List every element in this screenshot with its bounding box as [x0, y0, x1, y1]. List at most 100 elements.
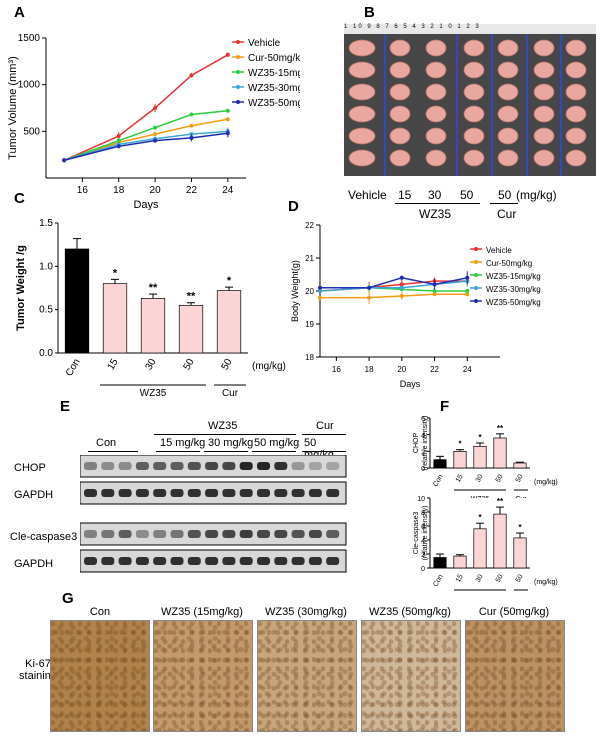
blot-band: [187, 489, 201, 497]
significance-label: *: [227, 275, 232, 287]
chart-a-tumor-volume: 16 18 20 22 24 500 1000 1500 Days Tumor Volume (m…: [7, 33, 300, 210]
blot-band: [153, 462, 167, 470]
blot-band: [291, 530, 305, 538]
y-tick-label: 6: [421, 524, 425, 531]
legend-label: WZ35-30mg/kg: [248, 83, 300, 94]
tumor-sample: [425, 39, 447, 57]
y-axis-label: (relative intensity): [422, 416, 429, 471]
blot-band: [222, 557, 236, 565]
blot-band: [326, 530, 340, 538]
y-tick-label: 0: [421, 566, 425, 573]
tumor-sample: [463, 127, 485, 145]
x-tick-label: 24: [463, 365, 472, 374]
e-dose-1: 15 mg/kg: [160, 437, 206, 449]
tumor-photo: 1 10 9 8 7 6 5 4 3 2 1 0 1 2 3: [344, 24, 596, 176]
data-point: [153, 132, 158, 137]
blot-band: [153, 530, 167, 538]
ki67-image-con: [50, 620, 150, 732]
b-label-15: 15: [398, 188, 412, 202]
divider-line: [491, 34, 493, 176]
legend-label: Cur-50mg/kg: [248, 53, 300, 64]
group-label: WZ35: [471, 496, 490, 498]
chart-f-chop: 0 2 4 6 Con * 15 * 30 ** 50 50 (mg/kg) WZ35 Cur CHOP(re…: [413, 416, 558, 498]
panel-label-a: A: [14, 4, 25, 21]
blot-band: [274, 557, 288, 565]
bar: [513, 462, 527, 469]
y-tick-label: 1500: [18, 33, 41, 44]
blot-band: [135, 530, 149, 538]
legend-label: WZ35-15mg/kg: [248, 68, 300, 79]
blot-label-gapdh: GAPDH: [14, 558, 54, 570]
y-tick-label: 2: [421, 552, 425, 559]
x-tick-label: 50: [515, 573, 525, 583]
y-tick-label: 4: [421, 433, 425, 440]
y-tick-label: 500: [23, 126, 40, 137]
blot-band: [187, 530, 201, 538]
tumor-sample: [463, 83, 485, 101]
wz35-bracket: [395, 203, 480, 204]
tumor-sample: [425, 149, 447, 167]
b-label-cur50: 50: [498, 188, 512, 202]
data-point: [399, 293, 404, 298]
blot-band: [135, 462, 149, 470]
x-tick-label: 16: [77, 185, 89, 196]
significance-label: *: [113, 267, 118, 279]
dose-bracket: [302, 451, 346, 452]
b-label-30: 30: [428, 188, 442, 202]
b-label-wz35: WZ35: [419, 207, 452, 221]
blot-band: [291, 462, 305, 470]
blot-band: [257, 557, 270, 565]
data-point: [236, 85, 240, 89]
y-tick-label: 0.5: [39, 305, 53, 316]
tumor-sample: [348, 61, 376, 79]
blot-band: [222, 530, 236, 538]
significance-label: *: [458, 440, 462, 449]
dose-bracket: [156, 451, 200, 452]
blot-band: [239, 489, 253, 497]
tumor-sample: [533, 61, 555, 79]
blot-band: [84, 557, 97, 565]
tumor-sample: [389, 149, 411, 167]
blot-band: [308, 530, 322, 538]
y-tick-label: 10: [417, 496, 425, 503]
blot-band: [239, 530, 253, 538]
chart-d-body-weight: 16 18 20 22 24 18 19 20 21 22 Days Body Weight(g) Ve…: [290, 221, 541, 389]
g-caption-wz35-50: WZ35 (50mg/kg): [369, 606, 451, 618]
y-axis-label: Body Weight(g): [290, 260, 300, 322]
y-tick-label: 0.0: [39, 348, 53, 359]
tumor-sample: [425, 61, 447, 79]
blot-band: [222, 489, 236, 497]
significance-label: *: [478, 513, 482, 522]
blot-band: [308, 557, 322, 565]
data-point: [399, 282, 404, 287]
x-tick-label: 16: [332, 365, 341, 374]
y-axis-label: (relative intensity): [422, 506, 429, 561]
tumor-sample: [389, 83, 411, 101]
tumor-sample: [565, 61, 587, 79]
y-tick-label: 0: [421, 466, 425, 473]
data-point: [465, 289, 470, 293]
cur-bracket: [490, 203, 518, 204]
blot-band: [187, 462, 201, 470]
legend-label: WZ35-50mg/kg: [486, 298, 541, 307]
x-tick-label: 22: [186, 185, 198, 196]
x-tick-label: 15: [455, 573, 465, 583]
x-tick-label: 30: [144, 357, 159, 373]
group-label: Cur: [515, 496, 527, 498]
data-point: [189, 132, 194, 137]
data-point: [474, 247, 478, 251]
y-tick-label: 2: [421, 449, 425, 456]
ki67-image-cur-50: [465, 620, 565, 732]
blot-band: [135, 557, 149, 565]
panel-label-g: G: [62, 590, 74, 607]
blot-band: [326, 462, 340, 470]
blot-band: [205, 462, 219, 470]
e-label-wz35: WZ35: [208, 420, 238, 432]
significance-label: *: [518, 523, 522, 532]
panel-label-b: B: [364, 4, 375, 21]
data-point: [236, 40, 240, 44]
y-tick-label: 8: [421, 510, 425, 517]
ki67-image-wz35-30: [257, 620, 357, 732]
blot-band: [170, 530, 184, 538]
tumor-sample: [533, 127, 555, 145]
